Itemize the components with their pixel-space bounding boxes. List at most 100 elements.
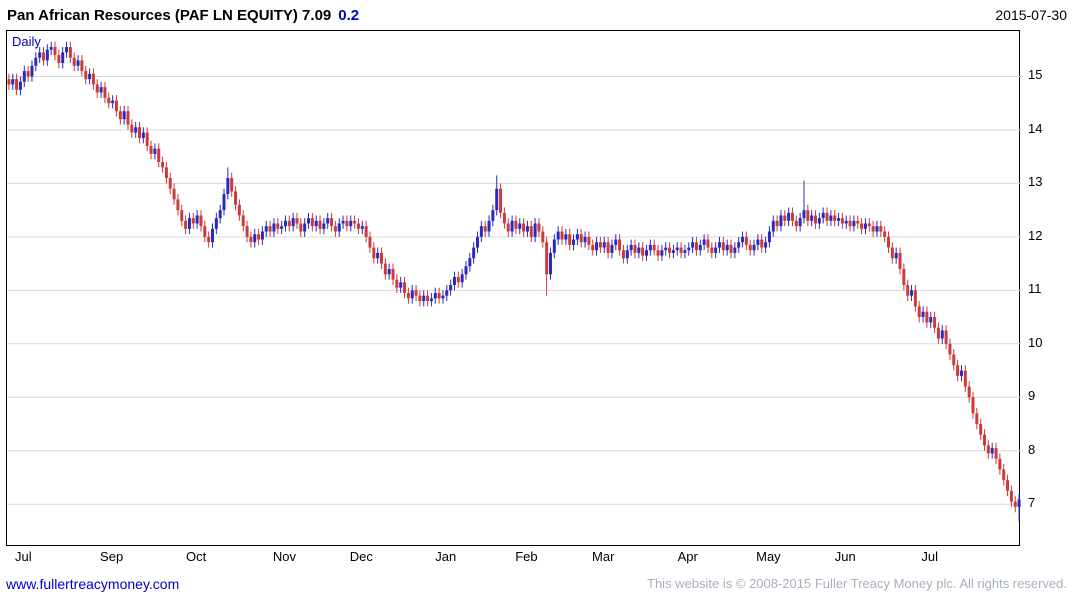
candle-body [871,226,875,232]
title-group: Pan African Resources (PAF LN EQUITY) 7.… [7,7,359,24]
candle-body [426,295,430,302]
candle-body [268,226,272,232]
candle-body [591,244,595,251]
candle-body [994,448,998,459]
candle-body [356,223,360,229]
candle-body [479,226,483,237]
candle-body [783,215,787,221]
candle-body [164,167,168,179]
candle-body [264,226,268,232]
candle-body [460,274,464,283]
candle-body [68,47,72,58]
candle-body [710,247,714,253]
candle-body [176,199,180,211]
candle-body [18,81,22,90]
candle-body [134,127,138,133]
x-axis-label: Nov [272,549,297,564]
candle-body [249,236,253,243]
candle-body [237,204,241,216]
candle-body [429,298,433,302]
candle-body [307,218,311,224]
candle-body [902,268,906,285]
candle-body [483,226,487,232]
candle-body [633,244,637,253]
candle-body [829,215,833,221]
candle-body [283,220,287,227]
candle-body [810,215,814,221]
candle-body [552,239,556,253]
x-axis-label: Dec [349,549,373,564]
candle-body [940,330,944,339]
candle-body [614,239,618,245]
candle-body [748,244,752,251]
candle-body [495,188,499,211]
plot-canvas[interactable] [7,31,1021,547]
price-change: 0.2 [338,6,360,24]
candle-body [214,218,218,229]
candle-body [45,49,49,61]
candle-body [798,218,802,227]
candle-body [744,236,748,245]
candle-body [437,293,441,299]
candle-body [948,343,952,355]
candle-body [579,234,583,243]
candle-body [764,242,768,248]
candle-body [702,239,706,245]
x-axis-label: Jul [14,549,32,564]
candle-body [191,218,195,224]
candle-body [629,244,633,251]
candle-body [890,247,894,259]
chart-date: 2015-07-30 [995,7,1067,23]
candle-body [107,97,111,104]
candle-body [572,239,576,245]
candle-body [706,239,710,248]
candle-body [141,132,145,138]
plot-area[interactable]: Daily [6,30,1021,547]
candle-body [499,188,503,213]
candle-body [510,220,514,232]
candle-body [406,293,410,299]
candle-body [49,47,53,50]
candle-body [372,247,376,259]
candle-body [652,244,656,251]
candle-body [26,71,30,77]
candle-body [929,317,933,323]
candle-body [664,247,668,251]
candle-body [476,236,480,248]
candle-body [326,218,330,224]
candle-body [537,223,541,232]
candle-body [767,231,771,243]
candle-body [717,242,721,248]
candle-body [76,60,80,66]
candle-body [1002,469,1006,481]
candle-body [625,250,629,259]
candle-body [913,290,917,307]
candle-body [959,370,963,376]
candle-body [610,244,614,253]
candle-body [760,239,764,248]
candle-body [187,218,191,229]
candle-body [925,311,929,323]
candle-body [660,250,664,256]
candle-body [779,215,783,227]
candle-body [848,220,852,227]
footer: www.fullertreacymoney.com This website i… [0,571,1075,600]
x-axis-label: Feb [515,549,538,564]
candle-body [487,220,491,232]
candle-body [979,424,983,435]
candle-body [560,231,564,240]
candle-body [729,244,733,253]
candle-body [222,194,226,211]
candle-body [637,247,641,253]
page-title: Pan African Resources (PAF LN EQUITY) 7.… [7,6,332,24]
candle-body [556,231,560,240]
footer-link[interactable]: www.fullertreacymoney.com [6,575,180,592]
candle-body [303,223,307,232]
candle-body [207,236,211,243]
candle-body [330,218,334,227]
candle-body [337,223,341,232]
candle-body [464,266,468,275]
candle-body [314,220,318,227]
candle-body [564,234,568,240]
candle-body [821,212,825,219]
